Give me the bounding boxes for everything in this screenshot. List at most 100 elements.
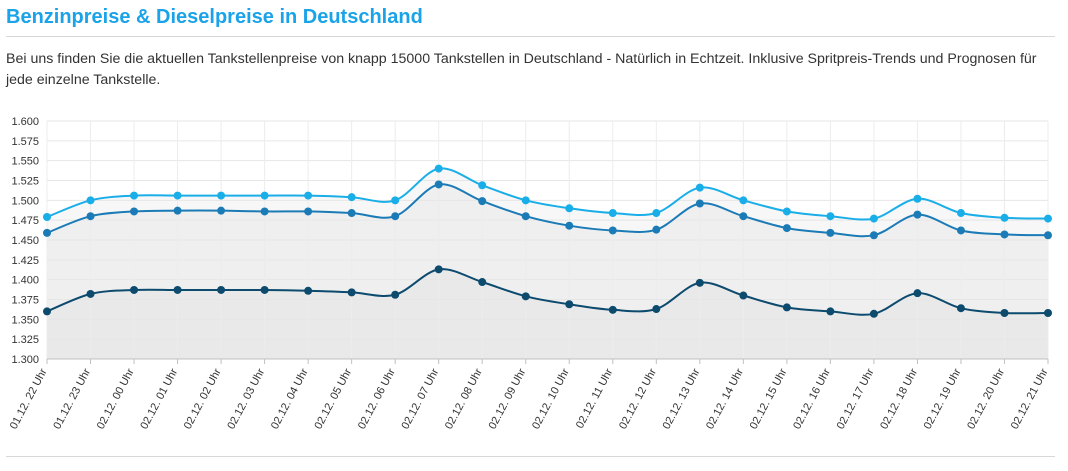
series-2-point[interactable] [739, 212, 748, 221]
y-tick-label: 1.325 [11, 334, 39, 346]
series-2-point[interactable] [1044, 231, 1052, 240]
series-2-point[interactable] [913, 210, 922, 219]
series-1-point[interactable] [304, 191, 313, 200]
series-3-point[interactable] [347, 288, 356, 297]
y-tick-label: 1.400 [11, 275, 39, 287]
series-3-point[interactable] [739, 291, 748, 300]
series-3-point[interactable] [565, 300, 574, 309]
series-3-point[interactable] [826, 307, 835, 316]
series-3-point[interactable] [391, 290, 400, 299]
series-2-point[interactable] [86, 212, 95, 221]
series-1-point[interactable] [260, 191, 269, 200]
series-3-area [47, 269, 1048, 359]
series-2-point[interactable] [304, 207, 313, 216]
series-1-point[interactable] [347, 193, 356, 202]
series-3-point[interactable] [608, 305, 617, 314]
x-tick-label: 02.12. 08 Uhr [443, 366, 485, 431]
x-tick-label: 02.12. 11 Uhr [574, 366, 616, 430]
x-tick-label: 02.12. 09 Uhr [486, 366, 528, 431]
series-1-point[interactable] [913, 194, 922, 203]
series-2-point[interactable] [652, 225, 661, 234]
series-3-point[interactable] [304, 286, 313, 295]
series-1-point[interactable] [217, 191, 226, 200]
y-tick-label: 1.600 [11, 116, 39, 128]
x-tick-label: 02.12. 14 Uhr [704, 366, 746, 431]
series-2-point[interactable] [1000, 230, 1009, 239]
x-tick-label: 02.12. 12 Uhr [617, 366, 659, 431]
series-1-point[interactable] [565, 204, 574, 213]
y-tick-label: 1.475 [11, 215, 39, 227]
series-3-point[interactable] [1044, 308, 1052, 317]
series-1-point[interactable] [478, 181, 487, 190]
series-3-point[interactable] [86, 289, 95, 298]
series-3-point[interactable] [1000, 308, 1009, 317]
series-2-point[interactable] [826, 228, 835, 237]
series-points [43, 164, 1052, 318]
x-tick-label: 01.12. 22 Uhr [8, 366, 50, 431]
series-3-point[interactable] [130, 285, 139, 294]
series-1-point[interactable] [130, 191, 139, 200]
series-3-point[interactable] [652, 305, 661, 314]
series-2-point[interactable] [347, 209, 356, 218]
series-2-point[interactable] [391, 212, 400, 221]
series-3-point[interactable] [434, 265, 443, 274]
series-3-point[interactable] [260, 285, 269, 294]
series-1-point[interactable] [826, 212, 835, 221]
x-tick-label: 02.12. 10 Uhr [530, 366, 572, 431]
y-tick-label: 1.350 [11, 314, 39, 326]
series-3-point[interactable] [956, 304, 965, 313]
series-3-point[interactable] [521, 292, 530, 301]
series-2-point[interactable] [130, 207, 139, 216]
x-tick-label: 02.12. 03 Uhr [225, 366, 267, 431]
series-3-point[interactable] [869, 309, 878, 318]
series-2-point[interactable] [260, 207, 269, 216]
series-2-point[interactable] [565, 221, 574, 230]
series-3-point[interactable] [43, 307, 51, 316]
series-3-point[interactable] [913, 289, 922, 298]
series-2-point[interactable] [478, 197, 487, 206]
series-1-point[interactable] [43, 212, 51, 221]
series-2-point[interactable] [173, 206, 182, 215]
series-1-point[interactable] [86, 196, 95, 205]
series-2-point[interactable] [521, 212, 530, 221]
series-1-point[interactable] [1044, 214, 1052, 223]
series-1-point[interactable] [956, 209, 965, 218]
series-1-point[interactable] [1000, 213, 1009, 222]
series-2-point[interactable] [217, 206, 226, 215]
x-tick-label: 02.12. 20 Uhr [965, 366, 1007, 431]
series-1-point[interactable] [739, 196, 748, 205]
series-1-point[interactable] [652, 209, 661, 218]
page-title: Benzinpreise & Dieselpreise in Deutschla… [6, 6, 423, 28]
series-1-point[interactable] [782, 207, 791, 216]
series-1-point[interactable] [521, 196, 530, 205]
series-1-point[interactable] [695, 183, 704, 192]
series-2-point[interactable] [434, 180, 443, 189]
series-1-point[interactable] [869, 214, 878, 223]
x-tick-label: 02.12. 01 Uhr [138, 366, 180, 431]
x-tick-label: 02.12. 07 Uhr [399, 366, 441, 431]
series-3-point[interactable] [782, 303, 791, 312]
series-1-point[interactable] [434, 164, 443, 173]
series-3-point[interactable] [478, 278, 487, 287]
series-3-point[interactable] [217, 285, 226, 294]
title-divider [6, 36, 1055, 37]
series-2-point[interactable] [869, 231, 878, 240]
y-tick-label: 1.300 [11, 354, 39, 366]
series-2-point[interactable] [695, 199, 704, 208]
series-2-point[interactable] [782, 224, 791, 233]
y-tick-label: 1.550 [11, 156, 39, 168]
x-tick-label: 01.12. 23 Uhr [51, 366, 93, 431]
y-tick-label: 1.575 [11, 136, 39, 148]
series-1-point[interactable] [608, 209, 617, 218]
series-3-point[interactable] [695, 278, 704, 287]
x-tick-label: 02.12. 18 Uhr [878, 366, 920, 431]
series-1-point[interactable] [391, 196, 400, 205]
series-2-point[interactable] [43, 228, 51, 237]
x-tick-label: 02.12. 02 Uhr [182, 366, 224, 431]
series-2-point[interactable] [608, 226, 617, 235]
series-3-point[interactable] [173, 285, 182, 294]
series-2-point[interactable] [956, 226, 965, 235]
series-1-point[interactable] [173, 191, 182, 200]
chart-grid [46, 120, 1049, 360]
